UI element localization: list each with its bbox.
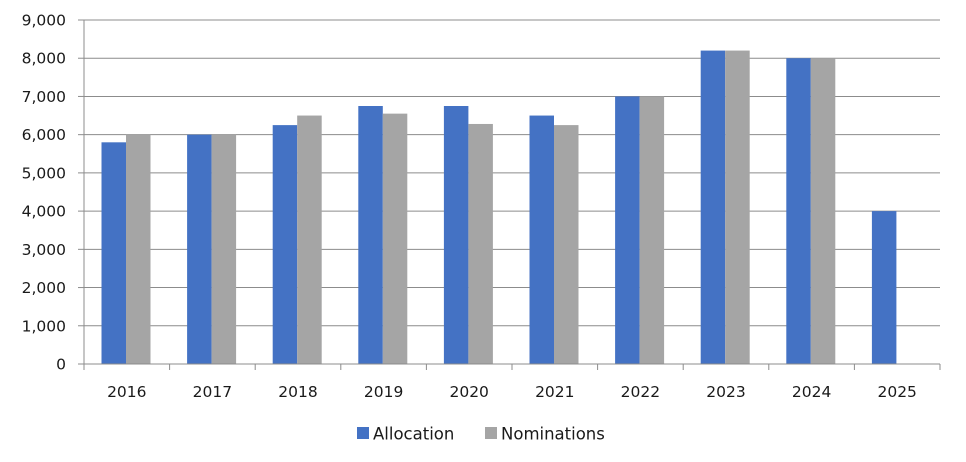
x-tick-label: 2016 — [107, 383, 146, 401]
y-tick-label: 9,000 — [22, 12, 66, 30]
legend-label: Nominations — [501, 425, 605, 444]
y-axis-tick-labels: 0 1,000 2,000 3,000 4,000 5,000 6,000 7,000 8,00… — [22, 12, 66, 374]
x-tick-label: 2019 — [364, 383, 403, 401]
bar-allocation-2025 — [871, 211, 897, 364]
y-tick-label: 0 — [56, 356, 66, 374]
x-tick-label: 2022 — [621, 383, 660, 401]
bar-nominations-2018 — [297, 115, 322, 364]
y-tick-label: 3,000 — [22, 241, 66, 259]
legend-label: Allocation — [373, 425, 454, 444]
bar-nominations-2016 — [126, 134, 151, 364]
bar-allocation-2020 — [443, 106, 469, 364]
legend: Allocation Nominations — [357, 425, 605, 444]
bar-allocation-2017 — [187, 134, 212, 364]
bar-nominations-2023 — [725, 50, 750, 364]
bar-nominations-2021 — [554, 125, 579, 364]
bar-allocation-2024 — [786, 58, 811, 364]
legend-swatch — [485, 427, 497, 439]
legend-item-nominations: Nominations — [485, 425, 605, 444]
x-tick-label: 2021 — [535, 383, 574, 401]
x-tick-label: 2025 — [877, 383, 916, 401]
y-tick-label: 2,000 — [22, 279, 66, 297]
bar-allocation-2019 — [358, 106, 383, 364]
y-tick-label: 1,000 — [22, 317, 66, 335]
legend-swatch — [357, 427, 369, 439]
x-axis-tick-labels: 2016 2017 2018 2019 2020 2021 2022 2023 2024 2025 — [107, 383, 917, 401]
y-tick-label: 4,000 — [22, 203, 66, 221]
x-tick-label: 2024 — [792, 383, 831, 401]
bar-nominations-2022 — [639, 96, 665, 364]
y-tick-label: 7,000 — [22, 88, 66, 106]
bar-allocation-2022 — [615, 96, 640, 364]
x-tick-label: 2023 — [706, 383, 745, 401]
bar-nominations-2020 — [468, 123, 493, 364]
axes — [78, 19, 941, 370]
x-tick-label: 2020 — [449, 383, 488, 401]
bar-allocation-2016 — [101, 142, 126, 364]
bar-allocation-2021 — [529, 115, 554, 364]
y-tick-label: 5,000 — [22, 164, 66, 182]
y-tick-label: 6,000 — [22, 126, 66, 144]
y-tick-label: 8,000 — [22, 50, 66, 68]
bar-nominations-2019 — [382, 113, 408, 365]
bar-allocation-2018 — [272, 125, 298, 364]
bar-allocation-2023 — [700, 50, 726, 364]
bar-nominations-2017 — [211, 134, 237, 364]
bars — [101, 50, 897, 365]
x-tick-label: 2017 — [193, 383, 232, 401]
legend-item-allocation: Allocation — [357, 425, 454, 444]
x-tick-label: 2018 — [278, 383, 317, 401]
bar-nominations-2024 — [810, 58, 836, 364]
